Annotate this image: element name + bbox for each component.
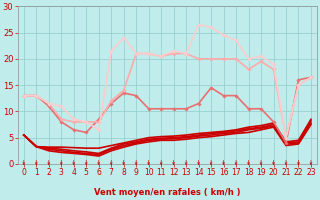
- X-axis label: Vent moyen/en rafales ( km/h ): Vent moyen/en rafales ( km/h ): [94, 188, 241, 197]
